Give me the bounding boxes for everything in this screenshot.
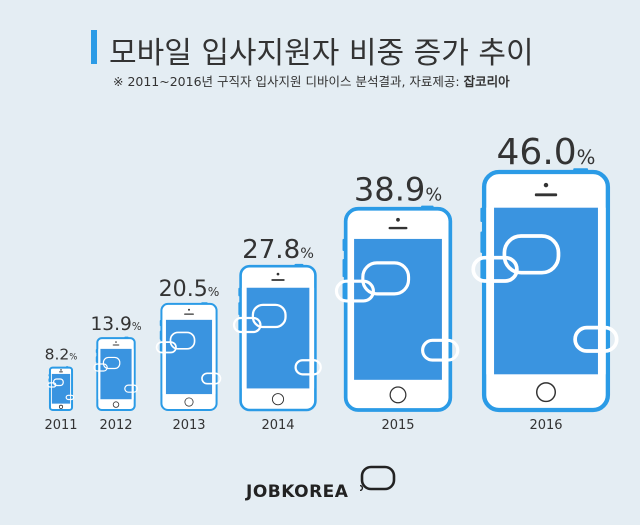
wallpaper-shape	[169, 331, 196, 350]
source-note-text: ※ 2011~2016년 구직자 입사지원 디바이스 분석결과, 자료제공:	[113, 74, 464, 89]
wallpaper-shape	[251, 303, 287, 329]
value-label: 8.2%	[45, 346, 78, 364]
phone-speaker	[184, 313, 194, 315]
wallpaper-shape	[421, 338, 460, 362]
screen-mask	[98, 348, 101, 400]
phone-home-button	[184, 397, 194, 407]
wallpaper-shape	[471, 255, 519, 283]
phone-speaker	[388, 226, 408, 230]
wallpaper-shape	[47, 382, 57, 388]
screen-mask	[347, 238, 355, 380]
wallpaper-shape	[361, 261, 411, 296]
wallpaper-shape	[155, 341, 177, 354]
phone-bar	[93, 336, 138, 411]
logo-text: JOBKOREA	[246, 482, 349, 502]
phone-speaker	[112, 344, 120, 346]
value-unit: %	[69, 353, 77, 363]
screen-mask	[212, 319, 216, 395]
screen-mask	[441, 238, 449, 380]
phone-home-button	[271, 393, 285, 406]
phone-camera	[396, 217, 400, 222]
wallpaper-shape	[65, 394, 75, 401]
wallpaper-shape	[502, 234, 561, 275]
phone-home-button	[58, 404, 64, 409]
phone-camera	[543, 182, 549, 188]
category-label: 2013	[172, 418, 205, 433]
source-note: ※ 2011~2016년 구직자 입사지원 디바이스 분석결과, 자료제공: 잡…	[113, 71, 510, 90]
chart-title: 모바일 입사지원자 비중 증가 추이	[109, 36, 534, 71]
wallpaper-shape	[232, 316, 262, 334]
wallpaper-shape	[334, 279, 375, 303]
phone-camera	[115, 341, 117, 343]
phone-screen	[51, 373, 71, 404]
phone-home-button	[535, 382, 557, 403]
phone-speaker	[534, 193, 558, 197]
jobkorea-logo: JOBKOREA	[246, 463, 406, 507]
wallpaper-shape	[201, 372, 222, 385]
phone-bar	[334, 205, 460, 412]
wallpaper-shape	[93, 363, 108, 372]
phone-camera	[60, 369, 62, 371]
value-unit: %	[132, 322, 142, 333]
category-label: 2015	[381, 418, 414, 433]
value-label: 13.9%	[90, 314, 141, 335]
category-label: 2011	[44, 418, 77, 433]
phone-speaker	[59, 371, 63, 373]
phone-bar	[47, 366, 75, 411]
phone-speaker	[271, 279, 285, 281]
screen-mask	[131, 348, 134, 400]
value-unit: %	[577, 146, 596, 169]
value-label: 27.8%	[242, 235, 314, 265]
category-label: 2012	[99, 418, 132, 433]
wallpaper-shape	[102, 356, 121, 370]
phone-home-button	[389, 386, 407, 404]
screen-mask	[70, 373, 72, 404]
speech-bubble-logo-icon	[360, 465, 396, 491]
screen-mask	[50, 373, 52, 404]
phone-bar	[471, 168, 619, 413]
screen-mask	[486, 207, 495, 375]
phone-bar	[232, 263, 322, 412]
value-unit: %	[208, 285, 220, 299]
value-unit: %	[425, 186, 442, 206]
screen-mask	[162, 319, 166, 395]
value-label: 38.9%	[354, 171, 442, 209]
phone-camera	[276, 272, 280, 276]
value-label: 46.0%	[497, 132, 596, 173]
title-accent-bar	[91, 30, 97, 64]
source-name: 잡코리아	[463, 74, 510, 89]
phone-camera	[188, 308, 190, 311]
category-label: 2014	[261, 418, 294, 433]
wallpaper-shape	[294, 359, 322, 376]
phone-home-button	[112, 401, 120, 408]
value-label: 20.5%	[159, 276, 220, 302]
wallpaper-shape	[573, 325, 619, 353]
screen-mask	[597, 207, 606, 375]
value-unit: %	[300, 246, 314, 262]
screen-mask	[241, 287, 247, 389]
wallpaper-shape	[124, 384, 138, 393]
screen-mask	[309, 287, 315, 389]
category-label: 2016	[529, 418, 562, 433]
phone-bar	[155, 302, 222, 411]
